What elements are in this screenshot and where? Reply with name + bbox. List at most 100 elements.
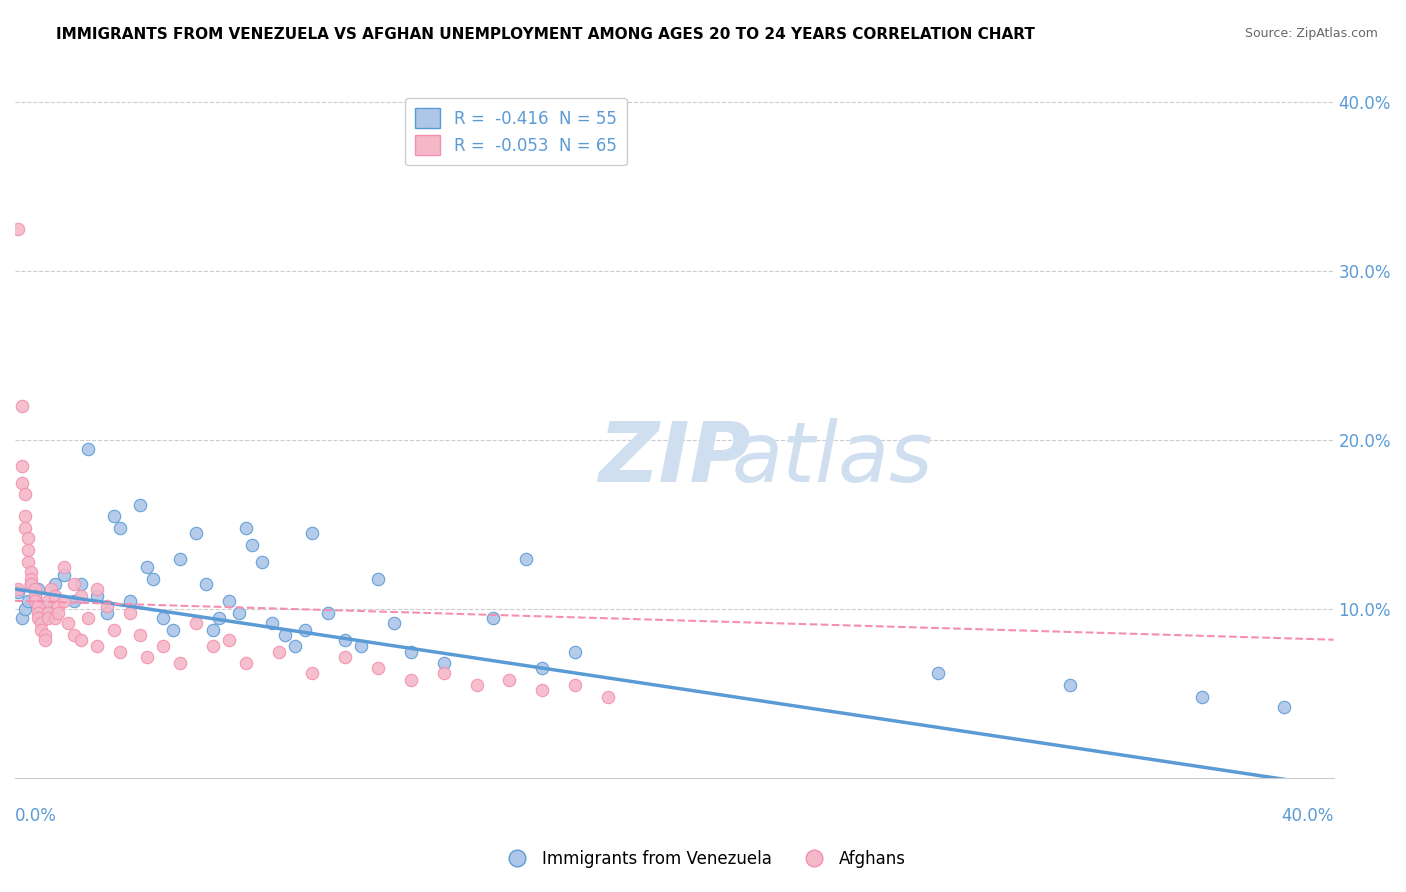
Point (267, 644, 290, 658)
Point (76, 611, 98, 625)
Point (34, 632, 56, 647)
Point (20, 572, 42, 586)
Point (1059, 678, 1081, 692)
Point (110, 521, 132, 535)
Point (53, 560, 76, 574)
Point (498, 673, 520, 688)
Point (27, 611, 49, 625)
Point (37, 606, 59, 620)
Point (382, 615, 405, 630)
Point (235, 521, 257, 535)
Point (14, 487, 37, 501)
Point (24, 589, 46, 603)
Point (201, 623, 224, 637)
Point (20, 565, 42, 579)
Point (103, 623, 125, 637)
Point (235, 657, 257, 671)
Point (20, 577, 42, 591)
Point (432, 657, 454, 671)
Point (37, 606, 59, 620)
Point (162, 623, 184, 637)
Point (432, 666, 454, 681)
Point (56, 615, 79, 630)
Text: ZIP: ZIP (598, 418, 751, 500)
Point (367, 572, 389, 586)
Point (201, 640, 224, 654)
Point (240, 538, 263, 552)
Point (531, 661, 554, 675)
Point (96, 606, 118, 620)
Point (44, 611, 66, 625)
Point (34, 599, 56, 613)
Point (129, 627, 152, 641)
Point (301, 666, 323, 681)
Point (37, 594, 59, 608)
Point (564, 644, 586, 658)
Point (17, 594, 39, 608)
Point (333, 632, 356, 647)
Point (103, 509, 125, 524)
Point (169, 657, 191, 671)
Point (218, 632, 240, 647)
Point (76, 442, 98, 456)
Point (24, 589, 46, 603)
Point (24, 582, 46, 596)
Point (14, 602, 37, 616)
Point (17, 543, 39, 558)
Point (37, 611, 59, 625)
Point (63, 577, 86, 591)
Point (399, 644, 422, 658)
Point (927, 666, 949, 681)
Point (152, 640, 174, 654)
Point (195, 577, 218, 591)
Point (10, 458, 32, 473)
Text: atlas: atlas (731, 418, 934, 500)
Point (53, 594, 76, 608)
Point (301, 526, 323, 541)
Point (53, 568, 76, 582)
Point (27, 582, 49, 596)
Point (218, 594, 240, 608)
Point (39, 582, 62, 596)
Point (46, 606, 69, 620)
Point (30, 615, 52, 630)
Point (1272, 700, 1295, 714)
Point (208, 611, 231, 625)
Point (17, 555, 39, 569)
Point (7, 585, 30, 599)
Point (86, 589, 108, 603)
Legend: R =  -0.416  N = 55, R =  -0.053  N = 65: R = -0.416 N = 55, R = -0.053 N = 65 (405, 98, 627, 166)
Point (10, 611, 32, 625)
Point (44, 589, 66, 603)
Point (30, 611, 52, 625)
Point (27, 599, 49, 613)
Text: Source: ZipAtlas.com: Source: ZipAtlas.com (1244, 27, 1378, 40)
Point (294, 623, 316, 637)
Point (34, 627, 56, 641)
Point (46, 599, 69, 613)
Point (7, 222, 30, 236)
Point (186, 526, 208, 541)
Point (284, 640, 307, 654)
Point (367, 661, 389, 675)
Point (228, 606, 250, 620)
Point (63, 594, 86, 608)
Point (24, 594, 46, 608)
Point (135, 560, 157, 574)
Point (86, 640, 108, 654)
Point (44, 577, 66, 591)
Point (252, 555, 274, 569)
Text: 40.0%: 40.0% (1281, 807, 1334, 825)
Text: 0.0%: 0.0% (15, 807, 56, 825)
Legend: Immigrants from Venezuela, Afghans: Immigrants from Venezuela, Afghans (494, 844, 912, 875)
Point (14, 509, 37, 524)
Point (110, 644, 132, 658)
Point (70, 589, 93, 603)
Point (333, 649, 356, 664)
Point (262, 615, 284, 630)
Point (96, 599, 118, 613)
Point (129, 498, 152, 512)
Point (531, 683, 554, 698)
Point (598, 690, 620, 705)
Point (7, 582, 30, 596)
